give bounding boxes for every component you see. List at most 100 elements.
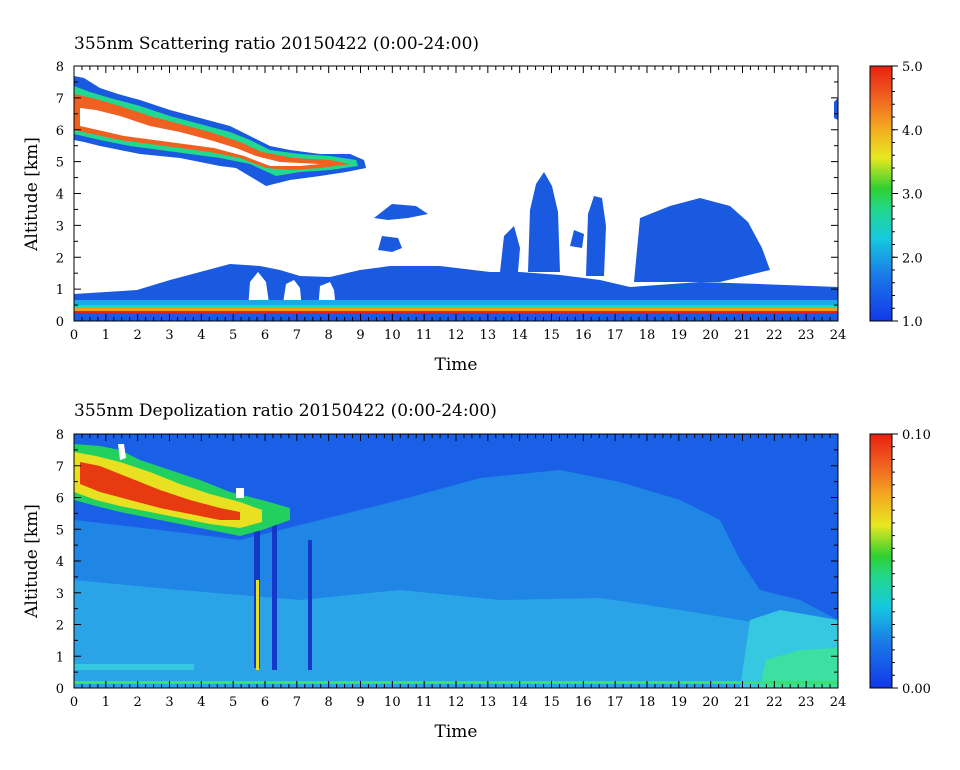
scattering-colorbar-ticks: 1.0 2.0 3.0 4.0 5.0	[892, 60, 923, 330]
scattering-x-tick-label: 9	[356, 328, 364, 343]
scattering-y-tick-label: 5	[56, 156, 64, 171]
scattering-x-tick-label: 2	[134, 328, 142, 343]
scattering-x-tick-label: 15	[543, 328, 560, 343]
scattering-colorbar-tick-label: 3.0	[902, 188, 923, 203]
depolarization-x-tick-label: 1	[102, 695, 110, 710]
depolarization-x-tick-label: 15	[543, 695, 560, 710]
depolarization-ratio-panel: 355nm Depolization ratio 20150422 (0:00-…	[22, 401, 931, 742]
scattering-x-tick-label: 12	[448, 328, 465, 343]
scattering-x-tick-label: 23	[798, 328, 815, 343]
scattering-y-tick-label: 0	[56, 315, 64, 330]
scattering-x-tick-label: 22	[766, 328, 783, 343]
depolarization-x-tick-label: 9	[356, 695, 364, 710]
scattering-x-tick-label: 10	[384, 328, 401, 343]
depolarization-plot-area	[74, 434, 838, 688]
scattering-x-tick-label: 17	[607, 328, 624, 343]
depolarization-x-tick-label: 3	[165, 695, 173, 710]
scattering-x-tick-label: 5	[229, 328, 237, 343]
depolarization-colorbar	[869, 433, 893, 689]
depolarization-y-tick-label: 3	[56, 587, 64, 602]
scattering-cloud-saturated	[80, 108, 320, 166]
scattering-x-tick-label: 13	[480, 328, 497, 343]
depolarization-colorbar-ticks: 0.00 0.10	[892, 428, 931, 697]
scattering-x-tick-label: 0	[70, 328, 78, 343]
depolarization-x-tick-label: 20	[702, 695, 719, 710]
scattering-x-tick-label: 16	[575, 328, 592, 343]
depolarization-x-tick-label: 10	[384, 695, 401, 710]
scattering-y-axis-label: Altitude [km]	[22, 137, 42, 252]
depolarization-x-tick-label: 2	[134, 695, 142, 710]
depolarization-cloud-peak	[80, 462, 240, 520]
depolarization-aerosol-core	[74, 580, 838, 688]
scattering-y-tick-label: 3	[56, 219, 64, 234]
depolarization-colorbar-tick-label: 0.00	[902, 682, 931, 697]
scattering-x-tick-label: 20	[702, 328, 719, 343]
depolarization-colorbar-tick-label: 0.10	[902, 428, 931, 443]
scattering-x-tick-label: 8	[325, 328, 333, 343]
depolarization-x-tick-label: 16	[575, 695, 592, 710]
scattering-y-tick-label: 6	[56, 124, 64, 139]
depolarization-dust-layer	[760, 648, 838, 688]
depolarization-x-tick-label: 18	[639, 695, 656, 710]
depolarization-x-tick-label: 0	[70, 695, 78, 710]
depolarization-x-tick-label: 24	[830, 695, 847, 710]
depolarization-chart-title: 355nm Depolization ratio 20150422 (0:00-…	[74, 401, 497, 421]
scattering-aerosol-patch-1	[374, 204, 428, 220]
depolarization-axes: 0 1 2 3 4 5 6 7 8 9 10 11 12 13 14 15 16 17 18 19 20 21 22 23 24…	[56, 428, 847, 710]
depolarization-y-axis-label: Altitude [km]	[22, 504, 42, 619]
depolarization-y-tick-label: 2	[56, 619, 64, 634]
depolarization-x-tick-label: 12	[448, 695, 465, 710]
scattering-x-tick-label: 6	[261, 328, 269, 343]
depolarization-y-tick-label: 8	[56, 428, 64, 443]
scattering-x-axis-label: Time	[435, 355, 478, 375]
scattering-ratio-panel: 355nm Scattering ratio 20150422 (0:00-24…	[22, 34, 923, 375]
depolarization-x-tick-label: 14	[511, 695, 528, 710]
scattering-x-tick-label: 7	[293, 328, 301, 343]
depolarization-x-tick-label: 8	[325, 695, 333, 710]
depolarization-y-tick-label: 4	[56, 555, 64, 570]
scattering-x-tick-label: 24	[830, 328, 847, 343]
depolarization-x-tick-label: 4	[197, 695, 205, 710]
scattering-aerosol-plume-1	[528, 172, 560, 272]
scattering-x-tick-label: 18	[639, 328, 656, 343]
depolarization-x-tick-label: 13	[480, 695, 497, 710]
scattering-chart-title: 355nm Scattering ratio 20150422 (0:00-24…	[74, 34, 479, 54]
scattering-axes: 0 1 2 3 4 5 6 7 8 9 10 11 12 13 14 15 16 17 18 19 20 21 22 23 24…	[56, 60, 847, 343]
scattering-colorbar-tick-label: 4.0	[902, 124, 923, 139]
depolarization-y-tick-label: 0	[56, 682, 64, 697]
depolarization-x-tick-label: 7	[293, 695, 301, 710]
scattering-x-tick-label: 14	[511, 328, 528, 343]
depolarization-y-tick-label: 6	[56, 492, 64, 507]
scattering-x-tick-label: 1	[102, 328, 110, 343]
scattering-colorbar-tick-label: 2.0	[902, 251, 923, 266]
depolarization-x-tick-label: 23	[798, 695, 815, 710]
scattering-cloud-core-outer	[74, 86, 358, 176]
depolarization-x-axis-label: Time	[435, 722, 478, 742]
scattering-x-tick-label: 4	[197, 328, 205, 343]
scattering-y-tick-label: 1	[56, 283, 64, 298]
scattering-y-tick-label: 4	[56, 188, 64, 203]
depolarization-y-tick-label: 5	[56, 523, 64, 538]
depolarization-x-tick-label: 19	[671, 695, 688, 710]
depolarization-x-tick-label: 5	[229, 695, 237, 710]
scattering-x-tick-label: 19	[671, 328, 688, 343]
depolarization-x-tick-label: 21	[734, 695, 751, 710]
scattering-aerosol-plume-2	[586, 196, 606, 276]
depolarization-y-tick-label: 1	[56, 650, 64, 665]
scattering-plot-area	[74, 66, 838, 321]
scattering-x-tick-label: 11	[416, 328, 433, 343]
scattering-colorbar	[869, 65, 893, 322]
scattering-colorbar-tick-label: 5.0	[902, 60, 923, 75]
scattering-aerosol-plume-3	[634, 198, 770, 282]
depolarization-x-tick-label: 6	[261, 695, 269, 710]
depolarization-x-tick-label: 11	[416, 695, 433, 710]
scattering-y-tick-label: 7	[56, 92, 64, 107]
scattering-y-tick-label: 2	[56, 251, 64, 266]
scattering-x-tick-label: 21	[734, 328, 751, 343]
scattering-x-tick-label: 3	[165, 328, 173, 343]
scattering-y-tick-label: 8	[56, 60, 64, 75]
depolarization-x-tick-label: 22	[766, 695, 783, 710]
scattering-colorbar-tick-label: 1.0	[902, 315, 923, 330]
depolarization-x-tick-label: 17	[607, 695, 624, 710]
